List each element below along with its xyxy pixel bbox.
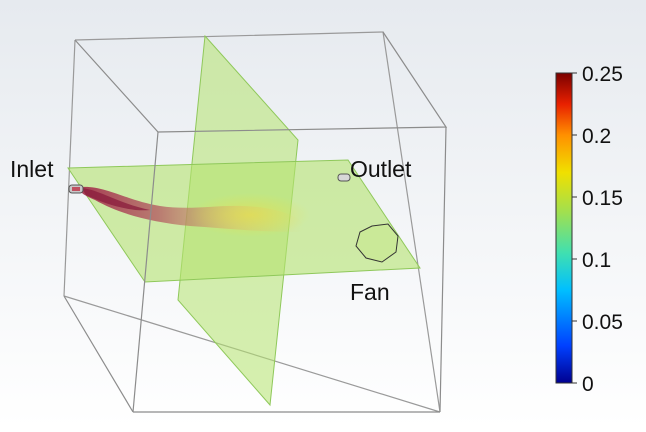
flow-plume xyxy=(79,186,310,237)
inlet-label: Inlet xyxy=(10,156,54,182)
tick-label-0.15: 0.15 xyxy=(582,187,623,210)
color-bar xyxy=(555,72,573,384)
inlet-pipe-icon xyxy=(68,184,84,194)
tick-label-0.05: 0.05 xyxy=(582,311,623,334)
fan-icon xyxy=(355,223,399,263)
fan-label: Fan xyxy=(350,279,390,305)
box-front-edges xyxy=(63,31,448,413)
outlet-label: Outlet xyxy=(350,156,412,182)
tick-label-0.1: 0.1 xyxy=(582,249,611,272)
tick-label-0.2: 0.2 xyxy=(582,125,611,148)
tick-label-0: 0 xyxy=(582,373,594,396)
color-legend: 0.25 0.2 0.15 0.1 0.05 0 xyxy=(555,63,623,396)
color-bar-ticks xyxy=(572,72,577,384)
tick-label-0.25: 0.25 xyxy=(582,63,623,86)
outlet-pipe-icon xyxy=(337,173,351,182)
